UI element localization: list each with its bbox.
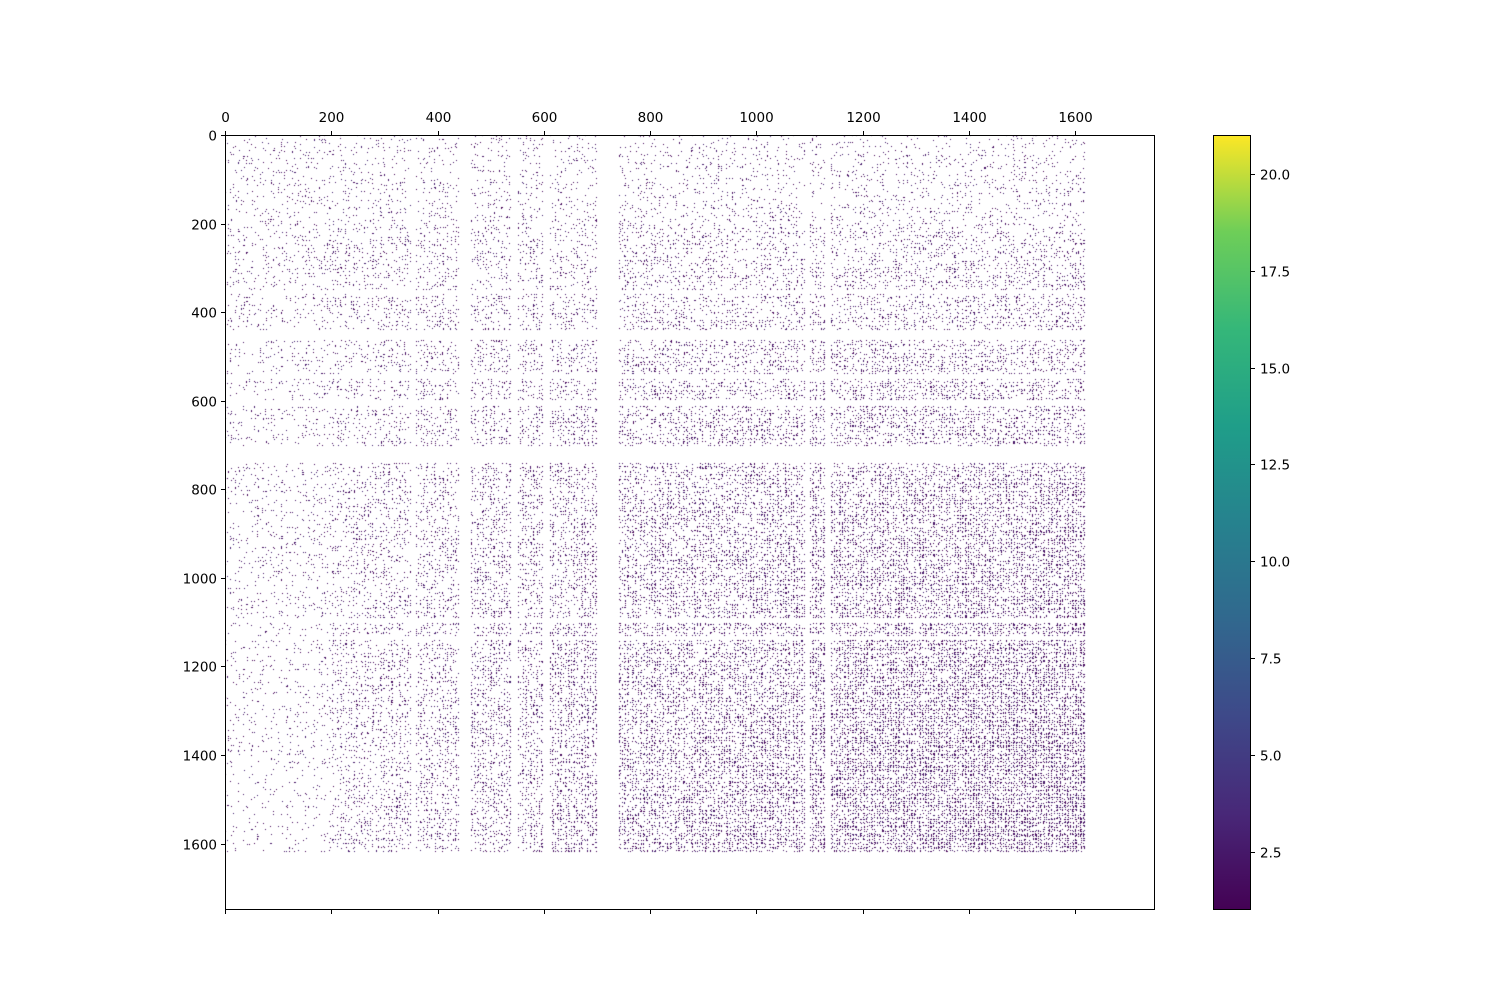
y-tick-label: 0 <box>208 129 217 145</box>
x-tick-label: 1200 <box>846 110 880 126</box>
x-tick-label: 600 <box>532 110 558 126</box>
colorbar-tick-label: 7.5 <box>1260 652 1281 668</box>
y-tick-label: 800 <box>191 483 217 499</box>
x-tick-label: 1600 <box>1058 110 1092 126</box>
x-tick-label: 0 <box>221 110 230 126</box>
colorbar-tick-label: 12.5 <box>1260 458 1290 474</box>
axes-frame <box>225 135 1155 910</box>
colorbar-tick-label: 5.0 <box>1260 749 1281 765</box>
colorbar-tick-label: 20.0 <box>1260 168 1290 184</box>
y-tick-label: 1400 <box>183 749 217 765</box>
x-tick-label: 800 <box>638 110 664 126</box>
colorbar: 2.5 5.0 7.5 10.0 12.5 15.0 17.5 20.0 <box>1213 135 1290 910</box>
colorbar-ticks: 2.5 5.0 7.5 10.0 12.5 15.0 17.5 20.0 <box>1251 168 1290 862</box>
y-tick-label: 600 <box>191 395 217 411</box>
y-tick-label: 1600 <box>183 838 217 854</box>
colorbar-gradient <box>1213 135 1251 910</box>
heatmap-image <box>225 135 1155 910</box>
colorbar-tick-label: 17.5 <box>1260 265 1290 281</box>
x-axis: 0 200 400 600 800 1000 1200 1400 1600 <box>221 110 1093 914</box>
x-tick-label: 1000 <box>739 110 773 126</box>
y-tick-label: 400 <box>191 306 217 322</box>
colorbar-tick-label: 15.0 <box>1260 362 1290 378</box>
plot-area <box>225 135 1155 910</box>
colorbar-tick-label: 10.0 <box>1260 555 1290 571</box>
colorbar-tick-label: 2.5 <box>1260 846 1281 862</box>
y-axis: 0 200 400 600 800 1000 1200 1400 1600 <box>183 129 225 854</box>
x-tick-label: 200 <box>319 110 345 126</box>
y-tick-label: 1200 <box>183 660 217 676</box>
x-tick-label: 400 <box>426 110 452 126</box>
x-tick-label: 1400 <box>952 110 986 126</box>
y-tick-label: 200 <box>191 218 217 234</box>
heatmap-image-wrapper <box>225 135 1155 910</box>
colorbar-frame <box>1213 135 1251 910</box>
y-tick-label: 1000 <box>183 572 217 588</box>
